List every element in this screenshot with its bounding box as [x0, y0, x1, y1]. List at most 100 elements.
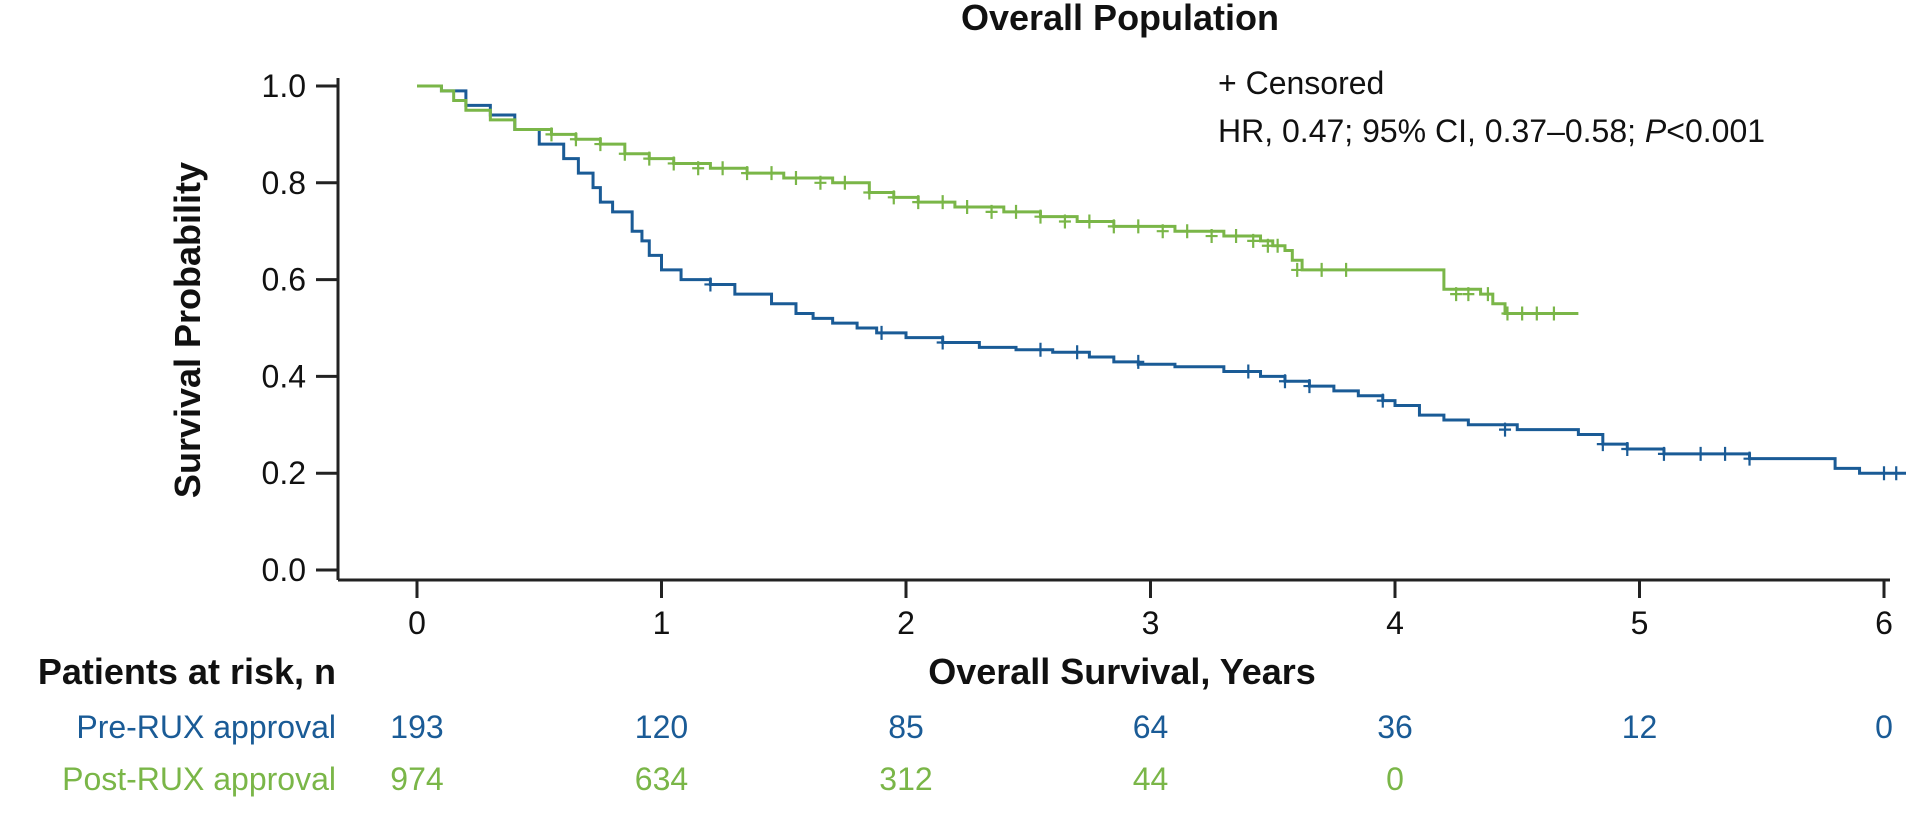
censor-mark-pre-rux [1034, 342, 1047, 357]
censor-mark-pre-rux [1278, 374, 1291, 389]
risk-count-pre: 64 [1133, 709, 1169, 745]
risk-count-post: 974 [390, 761, 443, 797]
censor-mark-post-rux [1462, 287, 1475, 302]
censor-mark-post-rux [643, 151, 656, 166]
censor-mark-post-rux [1058, 214, 1071, 229]
censor-mark-post-rux [1501, 306, 1514, 321]
y-tick-label: 0.0 [262, 552, 306, 588]
x-tick-label: 0 [408, 605, 426, 641]
censor-mark-post-rux [692, 161, 705, 176]
censor-mark-pre-rux [1303, 379, 1316, 394]
censor-mark-post-rux [667, 156, 680, 171]
risk-row-label-pre: Pre-RUX approval [76, 709, 336, 745]
censor-mark-pre-rux [1694, 446, 1707, 461]
risk-count-pre: 120 [635, 709, 688, 745]
censor-mark-pre-rux [1657, 446, 1670, 461]
censor-mark-post-rux [1181, 224, 1194, 239]
censor-mark-pre-rux [1902, 472, 1906, 475]
risk-count-pre: 36 [1377, 709, 1413, 745]
censor-mark-post-rux [765, 166, 778, 181]
censor-mark-pre-rux [1890, 466, 1903, 481]
censor-mark-post-rux [838, 175, 851, 190]
risk-row-label-post: Post-RUX approval [62, 761, 336, 797]
censor-mark-post-rux [961, 200, 974, 214]
risk-count-pre: 0 [1875, 709, 1893, 745]
y-tick-label: 1.0 [262, 68, 306, 104]
censor-mark-pre-rux [1596, 437, 1609, 452]
y-tick-label: 0.6 [262, 262, 306, 298]
censor-mark-pre-rux [1132, 354, 1145, 369]
x-axis-label: Overall Survival, Years [928, 651, 1316, 692]
risk-count-post: 0 [1386, 761, 1404, 797]
censor-mark-post-rux [1530, 306, 1543, 321]
censor-mark-post-rux [1291, 262, 1304, 277]
risk-count-post: 44 [1133, 761, 1169, 797]
x-tick-label: 2 [897, 605, 915, 641]
risk-count-post: 312 [879, 761, 932, 797]
censor-mark-pre-rux [1376, 393, 1389, 408]
censor-mark-post-rux [887, 190, 900, 205]
x-tick-label: 5 [1631, 605, 1649, 641]
censor-mark-post-rux [936, 195, 949, 210]
censor-mark-pre-rux [1499, 422, 1512, 437]
censor-mark-post-rux [618, 146, 631, 161]
censor-mark-post-rux [1247, 233, 1260, 248]
censor-mark-pre-rux [936, 335, 949, 350]
censor-mark-post-rux [545, 127, 558, 142]
y-tick-label: 0.8 [262, 165, 306, 201]
censor-mark-post-rux [1481, 287, 1494, 302]
censor-mark-post-rux [789, 170, 802, 185]
x-tick-label: 3 [1142, 605, 1160, 641]
censor-mark-post-rux [1083, 214, 1096, 229]
censor-mark-post-rux [1271, 238, 1284, 253]
risk-count-post: 634 [635, 761, 688, 797]
censor-mark-post-rux [912, 195, 925, 210]
x-tick-label: 6 [1875, 605, 1893, 641]
censor-mark-post-rux [716, 161, 729, 176]
censor-mark-post-rux [1205, 229, 1218, 244]
risk-table-title: Patients at risk, n [38, 651, 336, 692]
y-axis-label: Survival Probability [167, 162, 208, 498]
censor-mark-pre-rux [1242, 364, 1255, 379]
censor-mark-post-rux [1230, 229, 1243, 244]
censor-mark-post-rux [1010, 204, 1023, 219]
hr-suffix: <0.001 [1666, 113, 1765, 149]
censor-mark-post-rux [1547, 306, 1560, 321]
censored-legend: + Censored [1218, 65, 1384, 101]
censor-mark-pre-rux [704, 277, 717, 292]
censor-mark-pre-rux [1071, 345, 1084, 360]
x-axis-ticks: 0 1 2 3 4 5 6 [408, 580, 1893, 641]
risk-count-pre: 12 [1622, 709, 1658, 745]
hr-prefix: HR, 0.47; 95% CI, 0.37–0.58; [1218, 113, 1645, 149]
hazard-ratio-annotation: HR, 0.47; 95% CI, 0.37–0.58; P<0.001 [1218, 113, 1765, 149]
censor-mark-post-rux [863, 185, 876, 200]
censor-mark-post-rux [1156, 224, 1169, 239]
survival-curve-pre-rux [417, 84, 1906, 475]
survival-curves [417, 84, 1906, 481]
censor-mark-post-rux [1107, 219, 1120, 234]
censor-mark-post-rux [594, 137, 607, 152]
censor-mark-post-rux [1132, 219, 1145, 234]
y-axis-ticks: 0.0 0.2 0.4 0.6 0.8 1.0 [262, 68, 338, 588]
y-tick-label: 0.4 [262, 358, 306, 394]
censor-mark-pre-rux [1878, 466, 1890, 481]
chart-title: Overall Population [961, 0, 1279, 38]
censor-mark-post-rux [1340, 262, 1353, 277]
x-tick-label: 4 [1386, 605, 1404, 641]
censor-mark-post-rux [1034, 209, 1047, 224]
censor-mark-post-rux [985, 204, 998, 219]
censor-mark-pre-rux [1743, 451, 1756, 466]
y-tick-label: 0.2 [262, 455, 306, 491]
censor-mark-post-rux [1315, 262, 1328, 277]
censor-mark-pre-rux [1719, 446, 1732, 461]
censor-mark-pre-rux [875, 325, 888, 340]
censor-mark-pre-rux [1621, 442, 1634, 456]
censor-mark-post-rux [814, 175, 827, 190]
risk-count-pre: 85 [888, 709, 924, 745]
x-tick-label: 1 [653, 605, 671, 641]
censor-mark-post-rux [569, 132, 582, 147]
hr-p-italic: P [1645, 113, 1667, 149]
censor-mark-post-rux [1516, 306, 1529, 321]
